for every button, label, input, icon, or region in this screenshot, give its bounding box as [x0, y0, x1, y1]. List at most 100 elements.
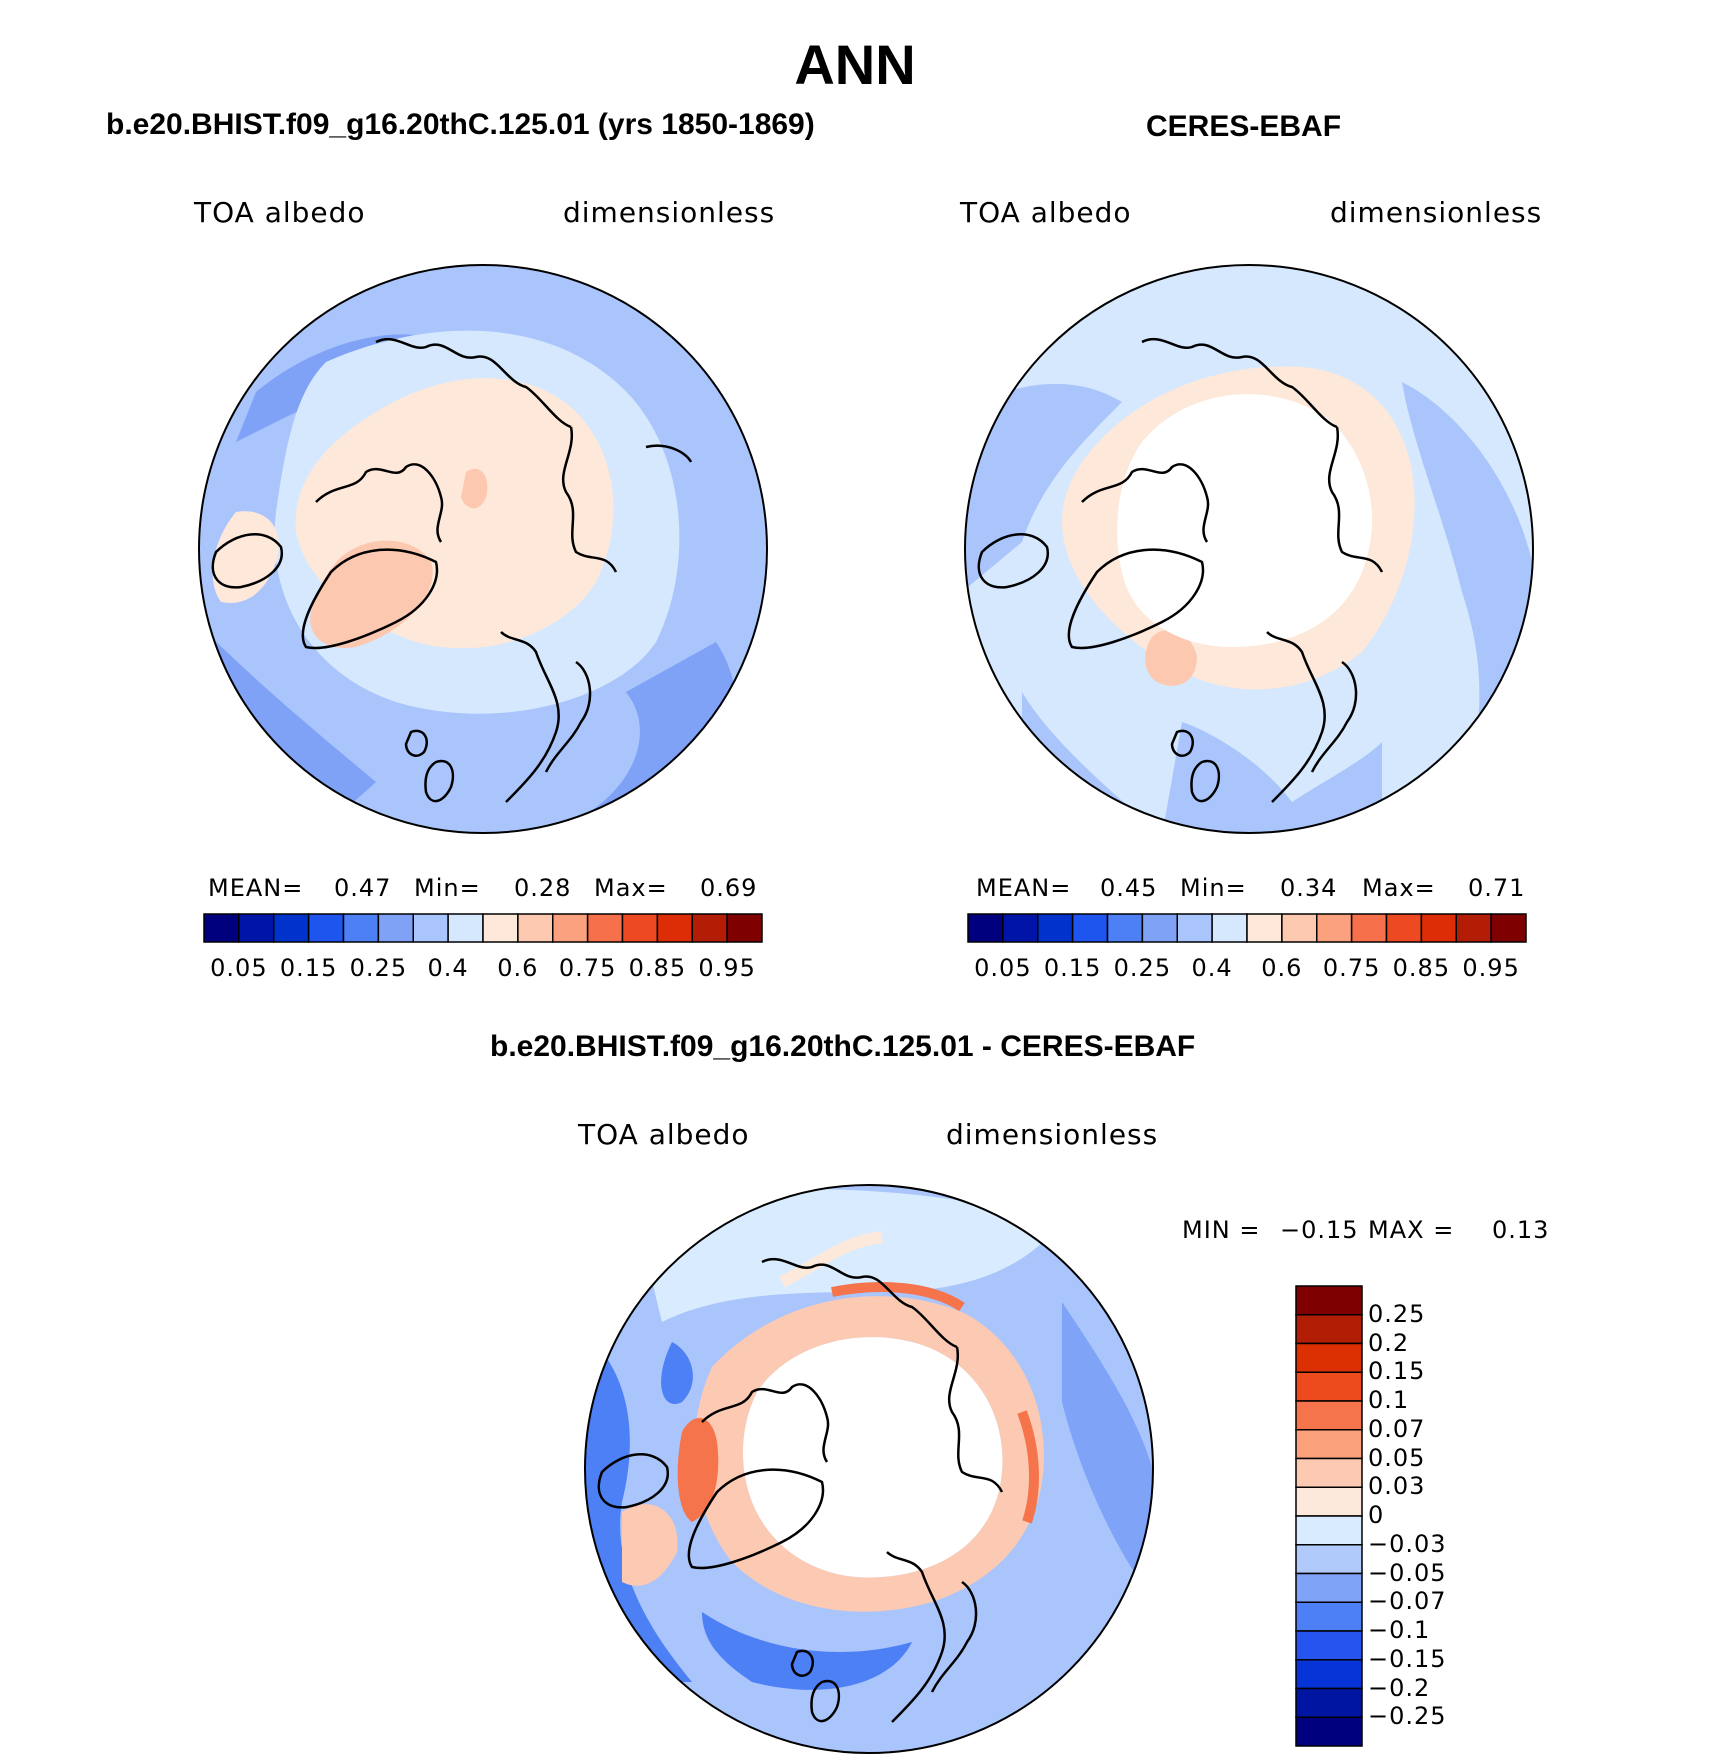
diff-colorbar-swatch — [1295, 1572, 1363, 1603]
obs-colorbar-tick-label: 0.6 — [1261, 954, 1303, 982]
obs-case-title: CERES-EBAF — [1146, 110, 1342, 143]
diff-units-label: dimensionless — [946, 1118, 1159, 1151]
model-polar-map — [198, 264, 768, 834]
obs-colorbar-swatch — [1141, 913, 1178, 943]
obs-missing-disk — [1117, 394, 1372, 647]
diff-variable-label: TOA albedo — [578, 1118, 750, 1151]
model-colorbar-tick-label: 0.25 — [349, 954, 408, 982]
diff-colorbar-swatch — [1295, 1544, 1363, 1575]
obs-max-label: Max= — [1362, 874, 1436, 902]
model-colorbar-swatch — [726, 913, 763, 943]
model-colorbar-swatch — [482, 913, 519, 943]
model-colorbar-swatch — [656, 913, 693, 943]
diff-colorbar-tick-label: −0.25 — [1368, 1702, 1447, 1731]
diff-colorbar-tick-label: 0.25 — [1368, 1299, 1426, 1328]
obs-colorbar-tick-label: 0.75 — [1322, 954, 1381, 982]
obs-ocean-band — [965, 383, 1122, 592]
obs-polar-map — [964, 264, 1534, 834]
model-colorbar-swatch — [203, 913, 240, 943]
diff-polar-map — [584, 1184, 1154, 1754]
model-colorbar-swatch — [586, 913, 624, 943]
obs-colorbar-swatch — [1176, 913, 1213, 943]
obs-colorbar-tick-label: 0.15 — [1043, 954, 1102, 982]
diff-colorbar-tick-label: 0.2 — [1368, 1328, 1410, 1357]
obs-colorbar-swatch — [1316, 913, 1353, 943]
diff-colorbar-tick-label: −0.1 — [1368, 1616, 1431, 1644]
model-case-title: b.e20.BHIST.f09_g16.20thC.125.01 (yrs 18… — [106, 108, 815, 141]
diff-colorbar-tick-label: −0.15 — [1368, 1644, 1447, 1673]
obs-colorbar-tick-label: 0.4 — [1191, 954, 1233, 982]
model-colorbar-tick-label: 0.75 — [558, 954, 617, 982]
obs-colorbar-swatch — [1002, 913, 1039, 943]
model-colorbar-swatch — [238, 913, 275, 943]
diff-colorbar-tick-label: 0 — [1368, 1501, 1385, 1529]
diff-colorbar-tick-label: 0.15 — [1368, 1357, 1426, 1386]
diff-missing-disk — [742, 1337, 1003, 1578]
model-variable-label: TOA albedo — [194, 196, 366, 229]
diff-colorbar-swatch — [1295, 1371, 1363, 1402]
obs-colorbar-swatch — [1455, 913, 1492, 943]
diff-colorbar-tick-label: −0.07 — [1368, 1587, 1447, 1616]
obs-colorbar-tick-label: 0.95 — [1462, 954, 1520, 982]
obs-colorbar-swatch — [1385, 913, 1423, 943]
diff-colorbar-tick-label: 0.1 — [1368, 1386, 1410, 1414]
diff-colorbar-tick-label: 0.05 — [1368, 1443, 1426, 1472]
model-max-label: Max= — [594, 874, 668, 902]
model-colorbar-swatch — [517, 913, 554, 943]
diff-colorbar-swatch — [1295, 1659, 1363, 1690]
obs-mean-value: 0.45 — [1100, 874, 1158, 902]
model-mean-value: 0.47 — [334, 874, 392, 902]
diff-max-value: 0.13 — [1492, 1216, 1550, 1244]
obs-colorbar-tick-label: 0.25 — [1113, 954, 1172, 982]
diff-colorbar — [1295, 1285, 1363, 1747]
model-colorbar — [203, 913, 763, 943]
obs-colorbar-swatch — [1037, 913, 1074, 943]
obs-colorbar-swatch — [1211, 913, 1248, 943]
model-colorbar-swatch — [273, 913, 310, 943]
diff-colorbar-swatch — [1295, 1486, 1363, 1517]
obs-colorbar-swatch — [1281, 913, 1318, 943]
obs-colorbar-swatch — [1071, 913, 1109, 943]
obs-colorbar-tick-label: 0.85 — [1392, 954, 1451, 982]
model-colorbar-tick-label: 0.15 — [279, 954, 338, 982]
diff-colorbar-swatch — [1295, 1285, 1363, 1316]
diff-colorbar-swatch — [1295, 1457, 1363, 1488]
diff-colorbar-swatch — [1295, 1515, 1363, 1546]
model-mean-label: MEAN= — [208, 874, 304, 902]
obs-min-value: 0.34 — [1280, 874, 1338, 902]
obs-colorbar-swatch — [1350, 913, 1388, 943]
diff-max-label: MAX = — [1368, 1216, 1455, 1244]
diff-colorbar-tick-label: −0.05 — [1368, 1558, 1447, 1587]
model-colorbar-swatch — [552, 913, 589, 943]
model-colorbar-swatch — [691, 913, 728, 943]
diff-colorbar-tick-label: −0.2 — [1368, 1673, 1431, 1702]
obs-colorbar-swatch — [1420, 913, 1457, 943]
obs-colorbar-swatch — [1106, 913, 1144, 943]
diff-colorbar-swatch — [1295, 1429, 1363, 1460]
diff-colorbar-swatch — [1295, 1400, 1363, 1431]
model-greenland-salmon — [310, 540, 433, 648]
model-colorbar-tick-label: 0.95 — [698, 954, 756, 982]
diff-colorbar-swatch — [1295, 1342, 1363, 1373]
obs-min-label: Min= — [1180, 874, 1247, 902]
diff-min-value: −0.15 — [1280, 1216, 1359, 1244]
diff-colorbar-swatch — [1295, 1716, 1363, 1747]
obs-colorbar — [967, 913, 1527, 943]
obs-variable-label: TOA albedo — [960, 196, 1132, 229]
diff-colorbar-tick-label: −0.03 — [1368, 1529, 1447, 1558]
diff-min-label: MIN = — [1182, 1216, 1261, 1244]
obs-colorbar-swatch — [967, 913, 1004, 943]
model-coastlines — [211, 338, 693, 803]
obs-units-label: dimensionless — [1330, 196, 1543, 229]
model-units-label: dimensionless — [563, 196, 776, 229]
obs-colorbar-tick-label: 0.05 — [974, 954, 1032, 982]
model-colorbar-tick-label: 0.6 — [497, 954, 539, 982]
model-min-label: Min= — [414, 874, 481, 902]
model-colorbar-swatch — [447, 913, 484, 943]
model-colorbar-tick-label: 0.85 — [628, 954, 687, 982]
model-colorbar-swatch — [307, 913, 345, 943]
model-colorbar-swatch — [621, 913, 659, 943]
model-colorbar-swatch — [342, 913, 380, 943]
diff-colorbar-tick-label: 0.07 — [1368, 1414, 1426, 1443]
diff-colorbar-swatch — [1295, 1601, 1363, 1632]
